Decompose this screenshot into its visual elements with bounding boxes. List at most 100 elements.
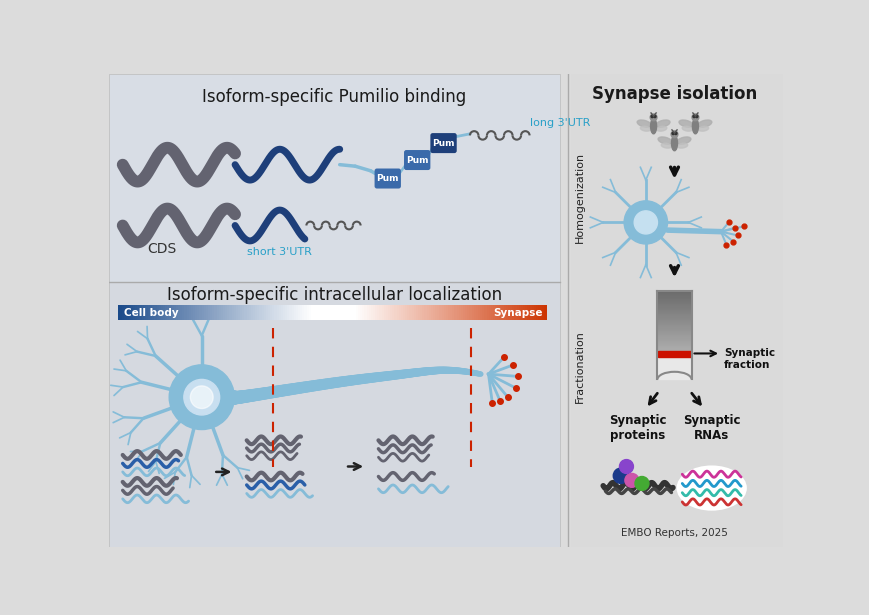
Bar	[124, 305, 127, 320]
Bar	[190, 305, 193, 320]
Bar	[657, 352, 691, 353]
Text: Fractionation: Fractionation	[574, 330, 584, 403]
Bar	[657, 351, 691, 352]
Bar	[522, 305, 525, 320]
Bar	[202, 305, 204, 320]
Text: Synaptic
RNAs: Synaptic RNAs	[682, 414, 740, 442]
Bar	[120, 305, 123, 320]
Bar	[657, 336, 691, 338]
Bar	[657, 324, 691, 325]
Bar	[657, 300, 691, 301]
Bar	[328, 305, 330, 320]
Bar	[238, 305, 241, 320]
Bar	[315, 305, 317, 320]
Bar	[109, 282, 559, 547]
Bar	[222, 305, 225, 320]
Bar	[295, 305, 298, 320]
Text: Synaptic
proteins: Synaptic proteins	[608, 414, 666, 442]
Ellipse shape	[676, 137, 690, 144]
Circle shape	[695, 116, 697, 117]
Bar	[657, 327, 691, 328]
Ellipse shape	[636, 120, 651, 127]
Bar	[407, 305, 409, 320]
Bar	[486, 305, 488, 320]
Bar	[118, 305, 121, 320]
Bar	[142, 305, 144, 320]
Bar	[415, 305, 418, 320]
Bar	[274, 305, 276, 320]
Bar	[657, 349, 691, 351]
Bar	[250, 305, 253, 320]
Circle shape	[634, 477, 648, 490]
Ellipse shape	[677, 143, 687, 148]
Bar	[534, 305, 535, 320]
Bar	[349, 305, 352, 320]
Bar	[263, 305, 266, 320]
Bar	[167, 305, 169, 320]
Bar	[657, 376, 691, 378]
Bar	[657, 295, 691, 297]
Bar	[338, 305, 341, 320]
Bar	[657, 339, 691, 341]
Text: short 3'UTR: short 3'UTR	[247, 247, 311, 258]
Bar	[657, 343, 691, 344]
Circle shape	[623, 201, 667, 244]
Bar	[657, 349, 691, 350]
Bar	[249, 305, 251, 320]
Bar	[657, 316, 691, 318]
Bar	[501, 305, 503, 320]
Bar	[285, 305, 288, 320]
Bar	[657, 357, 691, 359]
Bar	[152, 305, 155, 320]
Bar	[430, 305, 433, 320]
Bar	[308, 305, 311, 320]
Bar	[657, 353, 691, 354]
Bar	[657, 355, 691, 357]
Bar	[657, 298, 691, 299]
Bar	[497, 305, 500, 320]
Bar	[657, 296, 691, 298]
Bar	[218, 305, 221, 320]
Bar	[657, 338, 691, 339]
Bar	[657, 323, 691, 325]
Ellipse shape	[655, 120, 669, 127]
Bar	[657, 367, 691, 369]
Circle shape	[183, 379, 219, 415]
Bar	[657, 327, 691, 329]
Bar	[388, 305, 390, 320]
Bar	[276, 305, 279, 320]
Bar	[514, 305, 516, 320]
Bar	[323, 305, 326, 320]
Bar	[437, 305, 440, 320]
Bar	[158, 305, 161, 320]
Text: EMBO Reports, 2025: EMBO Reports, 2025	[620, 528, 727, 538]
Text: Cell body: Cell body	[124, 308, 179, 317]
Bar	[368, 305, 371, 320]
Bar	[390, 305, 392, 320]
Bar	[206, 305, 209, 320]
Bar	[379, 305, 381, 320]
Bar	[354, 305, 356, 320]
Bar	[394, 305, 396, 320]
Bar	[405, 305, 408, 320]
Circle shape	[634, 211, 657, 234]
Bar	[373, 305, 375, 320]
Bar	[657, 304, 691, 306]
Bar	[317, 305, 320, 320]
Bar	[657, 309, 691, 310]
Bar	[657, 338, 691, 340]
Bar	[240, 305, 242, 320]
Bar	[467, 305, 469, 320]
Text: Homogenization: Homogenization	[574, 151, 584, 242]
Bar	[193, 305, 196, 320]
Bar	[439, 305, 441, 320]
Bar	[392, 305, 395, 320]
Circle shape	[691, 114, 698, 121]
Bar	[163, 305, 165, 320]
Ellipse shape	[660, 143, 671, 148]
Bar	[364, 305, 367, 320]
Bar	[244, 305, 247, 320]
Bar	[341, 305, 343, 320]
Bar	[657, 312, 691, 314]
Ellipse shape	[698, 126, 708, 131]
